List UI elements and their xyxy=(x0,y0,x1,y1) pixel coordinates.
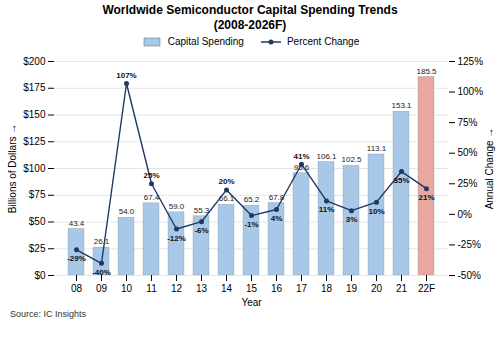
svg-text:67.4: 67.4 xyxy=(143,192,160,202)
svg-text:Year: Year xyxy=(241,297,262,308)
svg-text:$75: $75 xyxy=(29,189,46,200)
svg-text:59.0: 59.0 xyxy=(169,202,185,211)
svg-text:-40%: -40% xyxy=(92,268,111,277)
svg-text:20%: 20% xyxy=(218,177,234,186)
svg-text:$200: $200 xyxy=(23,56,46,67)
svg-text:-12%: -12% xyxy=(167,234,186,243)
html-text:Percent Change: Percent Change xyxy=(286,36,360,47)
svg-text:$175: $175 xyxy=(23,82,46,93)
svg-text:10: 10 xyxy=(121,283,133,294)
svg-text:43.4: 43.4 xyxy=(69,219,85,228)
svg-text:65.2: 65.2 xyxy=(244,195,260,204)
svg-text:$0: $0 xyxy=(34,270,46,281)
svg-text:10%: 10% xyxy=(368,207,384,216)
svg-text:19: 19 xyxy=(346,283,358,294)
svg-text:-29%: -29% xyxy=(67,254,86,263)
svg-text:25%: 25% xyxy=(458,178,478,189)
svg-text:17: 17 xyxy=(296,283,308,294)
svg-text:14: 14 xyxy=(221,283,233,294)
html-text:(2008-2026F): (2008-2026F) xyxy=(213,18,287,32)
svg-text:4%: 4% xyxy=(271,214,283,223)
svg-text:102.5: 102.5 xyxy=(341,155,362,164)
svg-text:Billions of Dollars →: Billions of Dollars → xyxy=(7,124,18,213)
svg-text:13: 13 xyxy=(196,283,208,294)
svg-text:125%: 125% xyxy=(458,56,484,67)
svg-text:-1%: -1% xyxy=(244,220,258,229)
svg-text:$125: $125 xyxy=(23,136,46,147)
svg-text:54.0: 54.0 xyxy=(119,207,135,216)
svg-text:15: 15 xyxy=(246,283,258,294)
svg-text:08: 08 xyxy=(71,283,83,294)
svg-text:106.1: 106.1 xyxy=(316,152,337,161)
svg-text:153.1: 153.1 xyxy=(391,101,412,110)
svg-text:16: 16 xyxy=(271,283,283,294)
svg-text:35%: 35% xyxy=(393,176,409,185)
html-text:Capital Spending: Capital Spending xyxy=(167,36,244,47)
svg-text:$50: $50 xyxy=(29,216,46,227)
svg-text:18: 18 xyxy=(321,283,333,294)
svg-text:113.1: 113.1 xyxy=(367,144,387,153)
svg-text:$25: $25 xyxy=(29,243,46,254)
svg-text:3%: 3% xyxy=(346,215,358,224)
svg-text:20: 20 xyxy=(371,283,383,294)
svg-text:12: 12 xyxy=(171,283,183,294)
svg-text:185.5: 185.5 xyxy=(416,67,437,76)
svg-text:21%: 21% xyxy=(418,193,434,202)
svg-text:50%: 50% xyxy=(458,147,478,158)
svg-text:26.1: 26.1 xyxy=(94,237,110,246)
svg-text:09: 09 xyxy=(96,283,108,294)
svg-text:-25%: -25% xyxy=(458,239,481,250)
svg-text:$100: $100 xyxy=(23,163,46,174)
html-text:Source: IC Insights: Source: IC Insights xyxy=(10,309,86,319)
svg-text:-50%: -50% xyxy=(458,270,481,281)
svg-text:25%: 25% xyxy=(143,171,159,180)
svg-text:75%: 75% xyxy=(458,117,478,128)
svg-text:67.8: 67.8 xyxy=(268,192,285,202)
svg-text:100%: 100% xyxy=(458,86,484,97)
svg-text:66.1: 66.1 xyxy=(218,194,235,204)
svg-text:55.3: 55.3 xyxy=(193,205,210,215)
svg-text:22F: 22F xyxy=(418,283,435,294)
svg-text:11%: 11% xyxy=(319,205,335,214)
svg-text:0%: 0% xyxy=(458,209,473,220)
svg-text:-6%: -6% xyxy=(194,226,208,235)
svg-text:11: 11 xyxy=(146,283,157,294)
svg-text:95.6: 95.6 xyxy=(293,162,310,172)
svg-text:107%: 107% xyxy=(116,71,136,80)
svg-text:21: 21 xyxy=(396,283,408,294)
svg-text:$150: $150 xyxy=(23,109,46,120)
html-text:Worldwide Semiconductor Capita: Worldwide Semiconductor Capital Spending… xyxy=(102,3,398,17)
svg-text:Annual Change →: Annual Change → xyxy=(484,128,495,210)
svg-text:41%: 41% xyxy=(293,152,309,161)
